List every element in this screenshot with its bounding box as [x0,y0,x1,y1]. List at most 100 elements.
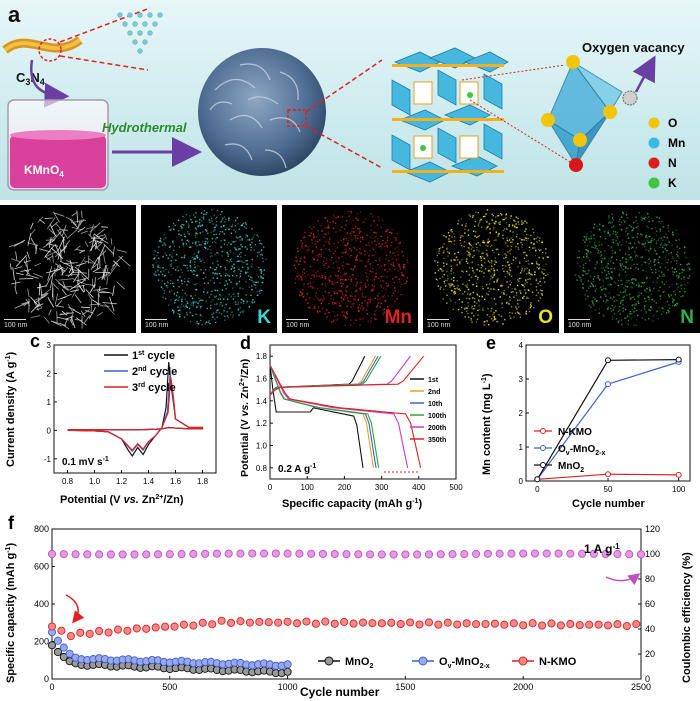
cycling-point-2 [170,622,179,631]
y-tick-label: 600 [34,562,49,572]
legend-label-mno2: MnO2 [558,461,584,474]
cycling-point-3 [330,549,339,559]
f-ylabel: Specific capacity (mAh g-1) [5,543,17,683]
x-tick-label: 0 [49,682,54,692]
cv-chart: 0.8 1.0 1.2 1.4 1.6 1.8 -1 0 1 2 3 c 1st cycle 2nd… [5,335,217,506]
scale-bar-label: 100 nm [286,322,310,329]
x-tick-label: 50 [604,485,613,494]
cycling-point-0 [53,647,62,657]
legend-marker-nkmo [518,656,528,666]
cycling-point-2 [340,617,349,626]
cycling-point-2 [406,618,415,627]
c-ylabel: Current density (A g-1) [5,351,17,467]
cycling-point-3 [601,549,610,559]
x-tick-label: 500 [449,483,463,492]
mn-point [605,471,611,478]
x-tick-label: 100 [672,485,686,494]
y2-tick-label: 120 [645,524,660,534]
charge-curve-2nd [269,355,376,396]
cycling-point-3 [566,549,575,558]
mn-point [605,357,611,364]
x-tick-label: 300 [375,483,389,492]
gcd-legend: 1st 2nd 10th 100th 200th 350th [410,377,446,444]
d-ylabel: Potential (V vs. Zn2+/Zn) [239,359,251,477]
y-tick-label: 1.8 [256,352,268,361]
charge-curve-350th [269,355,425,396]
panel-letter-a: a [8,2,21,27]
cycling-point-2 [547,619,556,628]
e-ylabel: Mn content (mg L-1) [481,373,493,475]
cycling-point-2 [227,618,236,627]
cycling-point-3 [130,550,139,559]
legend-label-2nd: 2nd [428,389,440,396]
svg-text:O: O [668,116,677,130]
y2-tick-label: 40 [645,624,655,634]
cycling-point-2 [85,629,94,638]
cycling-point-2 [274,618,283,627]
long-cycling-chart: 0 500 1000 1500 2000 250002004006008000204060… [5,513,693,699]
charge-curve-1st [269,355,366,396]
cycling-point-0 [47,641,57,650]
x-tick-label: 500 [162,682,177,692]
y2-tick-label: 0 [645,674,650,684]
cycling-point-1 [59,643,68,652]
legend-dot-n [648,157,660,169]
x-tick-label: 0 [535,485,540,494]
x-tick-label: 200 [338,483,352,492]
panel-letter-e: e [486,335,496,353]
cycling-point-2 [358,618,368,627]
cycling-point-2 [47,622,57,631]
cycling-point-2 [264,618,273,627]
y-tick-label: 400 [34,599,49,609]
legend-label-2nd: 2nd cycle [132,366,177,378]
legend-label-ov: Ov-MnO2-x [439,656,490,670]
discharge-curve-200th [269,364,409,468]
cycling-point-2 [472,620,481,629]
plot-frame [269,344,457,480]
cycling-point-1 [65,649,74,658]
legend-label-ov: Ov-MnO2-x [558,444,605,457]
cycling-legend: MnO2 Ov-MnO2-x N-KMO [318,656,577,670]
x-tick-label: 2500 [631,682,651,692]
cycling-point-3 [554,549,563,558]
cycling-point-2 [424,618,434,627]
current-density-label: 0.2 A g-1 [278,463,316,475]
cycling-point-3 [578,549,587,558]
element-label-k: K [257,307,271,328]
cycling-point-3 [189,549,198,559]
cycling-point-2 [123,626,132,635]
cycling-point-2 [500,620,509,629]
plot-frame [53,344,217,474]
cycling-point-3 [542,549,551,558]
cycling-point-2 [302,617,311,626]
cycling-point-2 [434,620,443,629]
c3n4-label: C3N4 [16,70,45,87]
y-tick-label: 2 [47,369,52,378]
y-tick-label: 1.0 [256,442,268,451]
panel-letter-c: c [30,335,40,351]
cycling-point-2 [245,618,254,627]
cycling-point-3 [283,549,292,558]
cycling-point-3 [201,549,210,558]
cycling-point-3 [106,550,115,559]
y-tick-label: 0 [44,674,49,684]
y-tick-label: 0.8 [256,464,268,473]
discharge-curve-10th [269,364,377,468]
cycling-point-2 [236,617,245,626]
rate-label: 1 A g-1 [584,542,620,556]
x-tick-label: 1.4 [143,477,155,486]
map-mn: 100 nm Mn [282,205,418,333]
legend-label-100th: 100th [428,413,446,420]
discharge-curve-100th [269,364,380,468]
legend-marker-mno2 [540,462,546,468]
cycling-point-1 [53,636,62,645]
y-tick-label: 1 [519,443,524,452]
cycling-point-3 [389,550,398,559]
cycling-point-2 [594,620,603,629]
beaker [7,99,109,191]
x-tick-label: 400 [412,483,426,492]
gcd-chart: 0 100 200 300 400 500 0.8 1.0 1.2 1.4 1.6 1.8 d 1st… [239,335,463,510]
cycling-point-2 [311,619,320,628]
cycling-point-3 [636,550,646,559]
legend-marker-ov [540,445,546,451]
